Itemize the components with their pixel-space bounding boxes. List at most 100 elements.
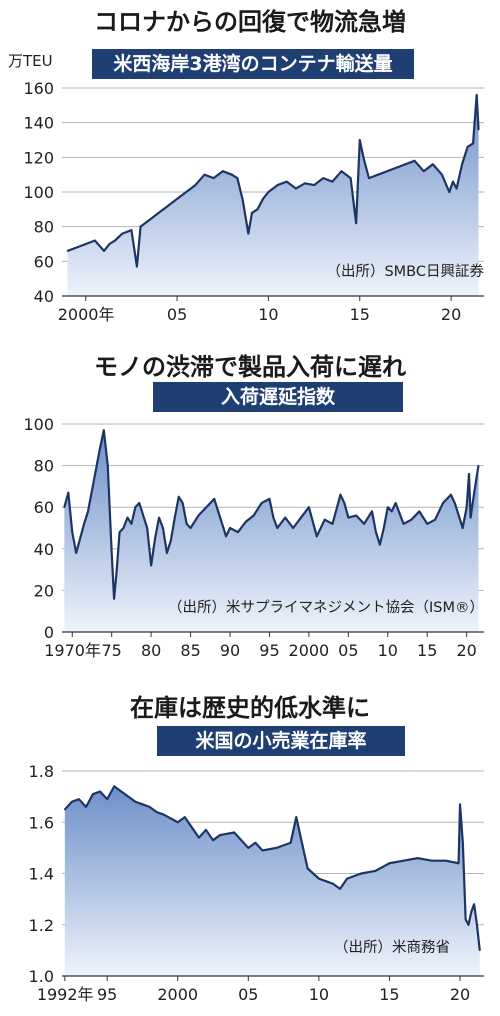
data-point: [448, 191, 451, 193]
data-point: [166, 552, 168, 554]
data-point: [205, 506, 208, 508]
data-point: [95, 468, 97, 471]
data-point: [138, 502, 141, 504]
y-tick-label: 1.4: [29, 865, 54, 884]
data-point: [170, 539, 172, 542]
data-point: [213, 498, 216, 500]
data-point: [217, 510, 219, 513]
data-point: [194, 184, 197, 186]
data-point: [103, 429, 105, 432]
data-point: [64, 808, 66, 811]
y-tick-label: 1.8: [29, 762, 54, 781]
data-point: [404, 163, 407, 166]
data-point: [402, 859, 405, 862]
source-note: （出所）SMBC日興証券: [326, 263, 484, 280]
data-point: [315, 535, 318, 538]
data-point: [442, 502, 444, 504]
panel3-headline: 在庫は歴史的低水準に: [130, 694, 370, 722]
data-point: [244, 520, 247, 523]
data-point: [432, 163, 434, 166]
series-area: [64, 430, 479, 632]
data-point: [185, 523, 188, 525]
data-point: [465, 506, 468, 508]
data-point: [323, 518, 326, 521]
y-tick-label: 0: [44, 623, 54, 642]
data-point: [260, 502, 263, 504]
data-point: [99, 790, 101, 793]
x-tick-label: 15: [379, 985, 399, 1004]
data-point: [473, 489, 476, 492]
data-point: [375, 531, 377, 533]
data-point: [181, 502, 184, 504]
data-point: [83, 523, 85, 525]
data-point: [63, 506, 66, 508]
data-point: [469, 516, 472, 519]
data-point: [122, 527, 125, 529]
data-point: [136, 265, 138, 268]
y-tick-label: 1.6: [29, 813, 54, 832]
data-point: [454, 502, 456, 504]
data-point: [198, 836, 200, 839]
data-point: [154, 537, 156, 540]
data-point: [176, 821, 179, 824]
data-point: [114, 239, 116, 242]
y-unit-label: 万TEU: [8, 52, 53, 70]
data-point: [379, 543, 381, 546]
data-point: [343, 502, 346, 504]
data-point: [130, 229, 133, 231]
data-point: [478, 949, 481, 952]
data-point: [313, 184, 315, 186]
data-point: [331, 523, 334, 525]
data-point: [71, 531, 74, 533]
data-point: [229, 527, 231, 529]
x-tick-label: 10: [378, 641, 398, 660]
x-tick-label: 05: [238, 985, 258, 1004]
data-point: [285, 180, 288, 183]
x-tick-label: 20: [441, 305, 461, 324]
data-point: [191, 826, 193, 829]
data-point: [346, 877, 348, 880]
data-point: [368, 177, 370, 179]
data-point: [410, 518, 413, 521]
data-point: [386, 506, 389, 508]
data-point: [110, 552, 113, 554]
data-point: [457, 514, 460, 517]
x-tick-label: 80: [141, 641, 161, 660]
data-point: [455, 187, 458, 190]
data-point: [247, 232, 250, 235]
data-point: [134, 506, 137, 508]
data-point: [75, 552, 77, 554]
x-tick-label: 20: [456, 641, 476, 660]
data-point: [158, 212, 160, 214]
data-point: [212, 177, 215, 179]
data-point: [219, 834, 221, 836]
data-point: [450, 493, 452, 496]
data-point: [300, 516, 302, 519]
panel1-banner: 米西海岸3港湾のコンテナ輸送量: [92, 49, 414, 79]
data-point: [360, 872, 363, 875]
data-point: [251, 212, 253, 214]
data-point: [388, 862, 391, 865]
y-tick-label: 140: [23, 114, 54, 133]
data-point: [390, 510, 393, 513]
data-point: [203, 173, 206, 176]
data-point: [276, 527, 279, 529]
data-point: [91, 489, 93, 492]
data-point: [106, 464, 109, 467]
data-point: [332, 882, 334, 885]
x-tick-label: 2000: [157, 985, 198, 1004]
data-point: [466, 146, 469, 148]
data-point: [67, 491, 70, 494]
data-point: [141, 803, 144, 806]
data-point: [461, 163, 463, 166]
data-point: [422, 170, 425, 172]
data-point: [99, 448, 101, 450]
data-point: [142, 514, 145, 517]
data-point: [236, 177, 239, 179]
data-point: [237, 531, 239, 533]
data-point: [377, 173, 379, 176]
source-note: （出所）米商務省: [334, 939, 450, 956]
y-tick-label: 80: [34, 457, 54, 476]
data-point: [477, 128, 480, 131]
panel1-headline: コロナからの回復で物流急増: [94, 8, 406, 36]
